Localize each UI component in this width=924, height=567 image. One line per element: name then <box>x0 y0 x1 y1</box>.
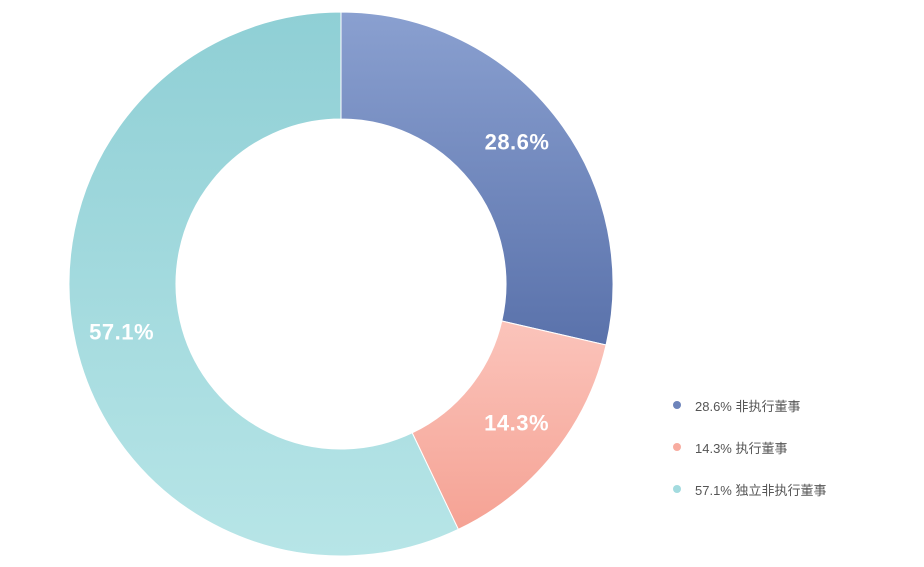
slice-label-non-executive: 28.6% <box>485 130 550 155</box>
slice-label-executive: 14.3% <box>484 410 549 435</box>
slice-label-independent-non-executive: 57.1% <box>89 320 154 345</box>
legend-dot-icon <box>673 401 681 409</box>
legend-dot-icon <box>673 443 681 451</box>
legend-item-executive[interactable]: 14.3% 执行董事 <box>673 437 913 457</box>
legend-item-independent-non-executive[interactable]: 57.1% 独立非执行董事 <box>673 479 913 499</box>
legend-item-non-executive[interactable]: 28.6% 非执行董事 <box>673 395 913 415</box>
legend-dot-icon <box>673 485 681 493</box>
legend-label: 28.6% 非执行董事 <box>695 398 801 414</box>
donut-slice-labels: 28.6% 14.3% 57.1% <box>89 130 549 436</box>
slice-non-executive[interactable] <box>340 11 614 346</box>
donut-slices <box>68 11 614 557</box>
legend-label: 57.1% 独立非执行董事 <box>695 482 827 498</box>
legend-label: 14.3% 执行董事 <box>695 440 788 456</box>
slice-independent-non-executive[interactable] <box>68 11 460 557</box>
chart-legend: 28.6% 非执行董事 14.3% 执行董事 57.1% 独立非执行董事 <box>673 395 913 521</box>
